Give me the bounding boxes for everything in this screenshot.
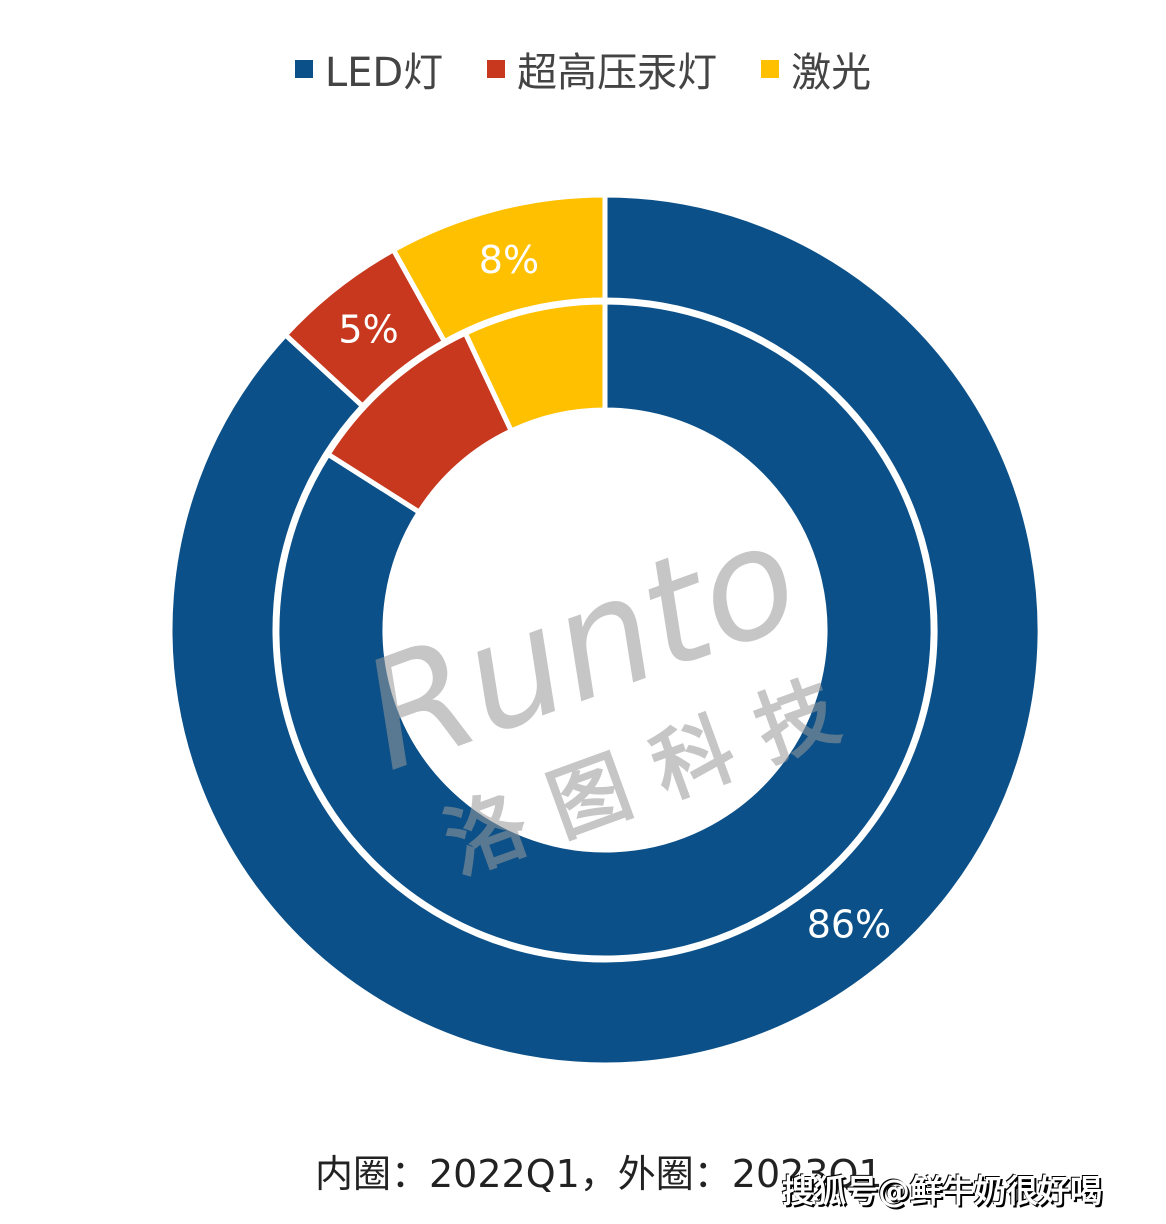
legend-swatch [761, 60, 780, 78]
slice-outer-2 [390, 192, 608, 346]
chart-caption: 内圈：2022Q1，外圈：2023Q1 [315, 1152, 883, 1196]
legend-swatch [294, 60, 313, 78]
legend-item-led: LED灯 [294, 40, 444, 98]
legend-item-laser: 激光 [761, 40, 871, 98]
legend-label: 超高压汞灯 [517, 50, 718, 96]
legend-item-mercury: 超高压汞灯 [487, 40, 717, 98]
source-watermark: 搜狐号@鲜牛奶很好喝 [782, 1172, 1103, 1210]
data-label-2: 8% [479, 238, 539, 282]
legend-swatch [487, 60, 506, 78]
data-label-0: 86% [807, 903, 891, 947]
legend: LED灯 超高压汞灯 激光 [0, 40, 1166, 98]
data-label-1: 5% [338, 307, 398, 351]
legend-label: LED灯 [324, 50, 444, 96]
legend-label: 激光 [791, 50, 872, 96]
slice-outer-0 [167, 192, 1043, 1068]
